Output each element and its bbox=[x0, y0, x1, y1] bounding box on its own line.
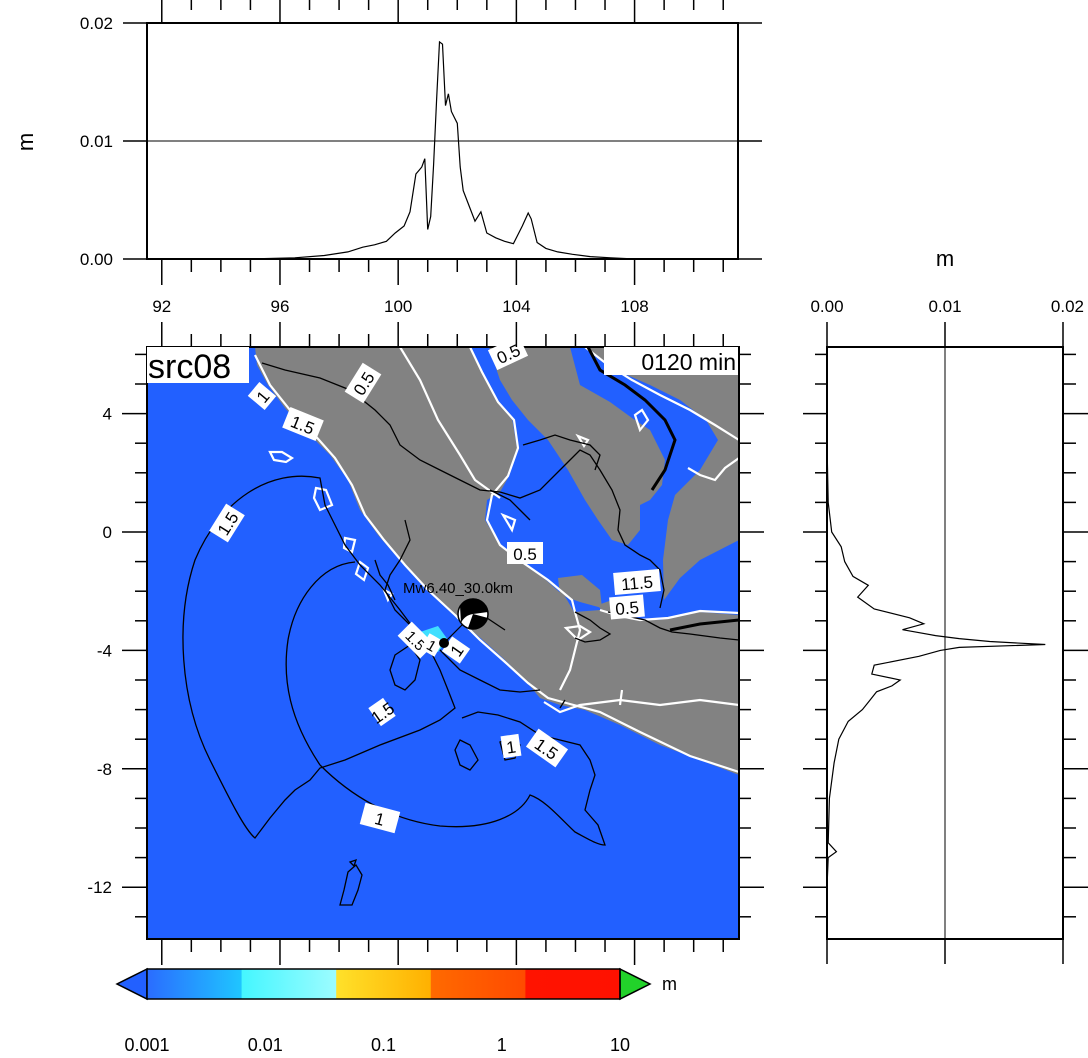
right-x-axis: 0.00 0.01 0.02 bbox=[810, 297, 1084, 964]
time-label: 0120 min bbox=[641, 349, 736, 375]
right-x-label: m bbox=[936, 246, 954, 271]
land-borneo bbox=[584, 347, 739, 600]
event-label: Mw6.40_30.0km bbox=[403, 580, 513, 597]
right-x-tick-label: 0.00 bbox=[810, 297, 843, 316]
time-label-box bbox=[604, 347, 738, 375]
right-x-tick-label: 0.01 bbox=[928, 297, 961, 316]
contour-label: 0.5 bbox=[615, 598, 640, 619]
run-label-box bbox=[147, 347, 249, 383]
right-y-axis bbox=[803, 353, 1088, 918]
map-panel: 1.5 1 1.5 0.5 0.5 0.5 11.5 0.5 1.5 1 1 1… bbox=[87, 322, 764, 965]
top-y-label: m bbox=[13, 133, 38, 151]
top-y-tick-label: 0.02 bbox=[80, 14, 113, 33]
top-y-axis: 0.00 0.01 0.02 bbox=[80, 14, 762, 269]
colorbar-tick-label: 0.01 bbox=[248, 1035, 283, 1055]
top-x-tick-label: 100 bbox=[384, 297, 412, 316]
right-profile-line bbox=[826, 347, 1046, 939]
contour-lines bbox=[182, 362, 739, 906]
colorbar-tick-label: 0.001 bbox=[124, 1035, 169, 1055]
top-y-tick-label: 0.00 bbox=[80, 250, 113, 269]
colorbar-over-triangle bbox=[619, 967, 652, 1001]
colorbar: m 0.001 0.01 0.1 1 10 bbox=[115, 967, 677, 1055]
colorbar-tick-label: 1 bbox=[497, 1035, 507, 1055]
top-y-tick-label: 0.01 bbox=[80, 132, 113, 151]
map-y-tick-label: -12 bbox=[87, 878, 112, 897]
colorbar-segment bbox=[336, 969, 432, 999]
map-y-axis: 4 0 -4 -8 -12 bbox=[87, 353, 764, 918]
map-x-axis bbox=[161, 322, 724, 965]
top-profile-panel: 0.00 0.01 0.02 92 96 100 104 108 m bbox=[13, 0, 762, 316]
land-bangka-island bbox=[558, 575, 602, 608]
colorbar-tick-label: 0.1 bbox=[371, 1035, 396, 1055]
colorbar-under-triangle bbox=[115, 967, 148, 1001]
right-profile-panel: 0.00 0.01 0.02 m bbox=[803, 246, 1088, 964]
map-y-tick-label: -4 bbox=[97, 641, 112, 660]
top-x-tick-label: 96 bbox=[271, 297, 290, 316]
top-x-axis: 92 96 100 104 108 bbox=[152, 0, 724, 316]
top-x-tick-label: 92 bbox=[152, 297, 171, 316]
map-frame bbox=[146, 346, 740, 940]
contour-label: 0.5 bbox=[513, 545, 537, 564]
map-y-tick-label: 0 bbox=[103, 523, 112, 542]
contour-label: 11.5 bbox=[620, 573, 653, 595]
land-malay-peninsula bbox=[489, 347, 665, 545]
top-x-tick-label: 108 bbox=[620, 297, 648, 316]
colorbar-unit: m bbox=[662, 974, 677, 994]
run-label: src08 bbox=[148, 348, 231, 386]
colorbar-segment bbox=[430, 969, 526, 999]
colorbar-segment bbox=[147, 969, 243, 999]
right-x-tick-label: 0.02 bbox=[1051, 297, 1084, 316]
land-sumatra bbox=[255, 347, 739, 775]
colorbar-segment bbox=[241, 969, 337, 999]
top-x-tick-label: 104 bbox=[502, 297, 530, 316]
top-profile-line bbox=[147, 40, 738, 260]
colorbar-segment bbox=[525, 969, 621, 999]
colorbar-tick-label: 10 bbox=[610, 1035, 630, 1055]
contour-label: 1 bbox=[505, 737, 517, 757]
map-y-tick-label: 4 bbox=[103, 405, 112, 424]
epicenter-marker bbox=[439, 638, 449, 648]
colorbar-frame bbox=[146, 968, 621, 1000]
map-y-tick-label: -8 bbox=[97, 760, 112, 779]
focal-mechanism-icon bbox=[457, 598, 489, 630]
